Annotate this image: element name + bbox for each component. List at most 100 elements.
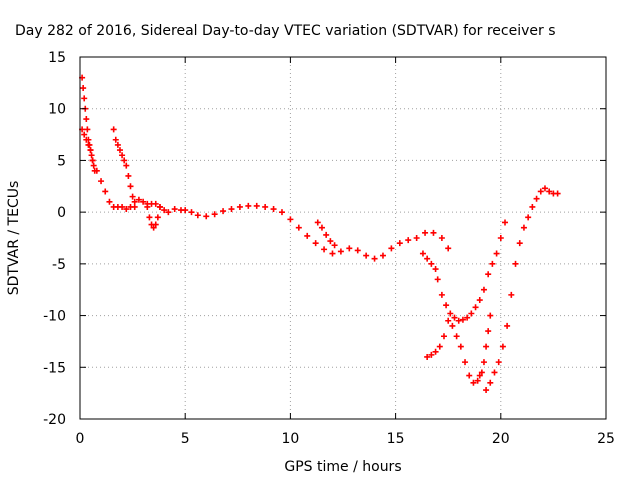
x-axis-label: GPS time / hours bbox=[284, 459, 401, 475]
data-point bbox=[504, 322, 511, 329]
y-tick-label: 0 bbox=[57, 205, 66, 221]
data-point bbox=[220, 208, 227, 215]
data-point bbox=[87, 147, 94, 154]
x-tick-label: 15 bbox=[387, 431, 405, 447]
data-point bbox=[228, 206, 235, 213]
data-point bbox=[321, 246, 328, 253]
data-point bbox=[318, 224, 325, 231]
y-tick-label: -10 bbox=[43, 309, 66, 325]
data-point bbox=[451, 314, 458, 321]
data-point bbox=[314, 219, 321, 226]
data-point bbox=[236, 203, 243, 210]
data-point bbox=[419, 250, 426, 257]
data-point bbox=[123, 206, 130, 213]
data-point bbox=[495, 359, 502, 366]
data-point bbox=[529, 203, 536, 210]
data-point bbox=[98, 178, 105, 185]
data-point bbox=[445, 317, 452, 324]
data-point bbox=[466, 372, 473, 379]
x-tick-label: 25 bbox=[597, 431, 615, 447]
data-point bbox=[81, 131, 88, 138]
data-point bbox=[354, 247, 361, 254]
data-point bbox=[150, 224, 157, 231]
data-point bbox=[144, 203, 151, 210]
data-point bbox=[116, 147, 123, 154]
y-tick-label: 10 bbox=[48, 102, 66, 118]
data-point bbox=[537, 188, 544, 195]
data-point bbox=[363, 252, 370, 259]
data-point bbox=[88, 152, 95, 159]
data-point bbox=[422, 229, 429, 236]
data-point bbox=[83, 116, 90, 123]
data-point bbox=[379, 252, 386, 259]
x-tick-label: 5 bbox=[181, 431, 190, 447]
data-point bbox=[171, 206, 178, 213]
data-point bbox=[445, 245, 452, 252]
data-point bbox=[135, 196, 142, 203]
data-point bbox=[525, 214, 532, 221]
data-point bbox=[413, 235, 420, 241]
data-point bbox=[497, 235, 504, 241]
data-point bbox=[211, 211, 218, 218]
data-point bbox=[106, 198, 113, 205]
data-point bbox=[462, 359, 469, 366]
data-point bbox=[323, 231, 330, 238]
data-point bbox=[146, 214, 153, 221]
y-tick-label: 15 bbox=[48, 50, 66, 66]
grid-lines bbox=[80, 57, 606, 419]
data-point bbox=[478, 369, 485, 376]
data-point bbox=[432, 266, 439, 273]
data-point bbox=[123, 162, 130, 169]
data-point bbox=[194, 212, 201, 219]
data-point bbox=[468, 310, 475, 317]
data-point bbox=[438, 291, 445, 298]
data-point bbox=[493, 250, 500, 257]
data-point bbox=[127, 183, 134, 190]
data-point bbox=[90, 162, 97, 169]
x-tick-label: 0 bbox=[76, 431, 85, 447]
data-point bbox=[512, 260, 519, 267]
data-point bbox=[459, 316, 466, 323]
data-point bbox=[502, 219, 509, 226]
data-point bbox=[453, 333, 460, 340]
data-point bbox=[91, 167, 98, 174]
data-point bbox=[476, 297, 483, 304]
data-point bbox=[438, 235, 445, 241]
x-tick-label: 20 bbox=[492, 431, 510, 447]
data-point bbox=[102, 188, 109, 195]
data-point bbox=[89, 157, 96, 164]
data-point bbox=[485, 271, 492, 278]
data-point bbox=[129, 193, 136, 200]
data-point bbox=[371, 255, 378, 262]
data-point bbox=[119, 203, 126, 210]
data-point bbox=[434, 276, 441, 283]
data-point bbox=[154, 214, 161, 221]
data-point bbox=[554, 190, 561, 197]
data-point bbox=[464, 314, 471, 321]
data-point bbox=[449, 322, 456, 329]
data-point bbox=[131, 203, 138, 210]
data-point bbox=[457, 343, 464, 350]
data-point bbox=[270, 206, 277, 213]
data-point bbox=[295, 224, 302, 231]
y-axis-label: SDTVAR / TECUs bbox=[6, 181, 22, 296]
data-point bbox=[499, 343, 506, 350]
data-point bbox=[110, 126, 117, 133]
data-point bbox=[436, 343, 443, 350]
data-point bbox=[516, 240, 523, 247]
plot-frame bbox=[79, 56, 607, 420]
data-point bbox=[388, 245, 395, 252]
data-point bbox=[131, 198, 138, 205]
data-point bbox=[480, 286, 487, 293]
data-point bbox=[455, 317, 462, 324]
data-point bbox=[476, 372, 483, 379]
data-point bbox=[84, 126, 91, 133]
data-point bbox=[430, 229, 437, 236]
data-point bbox=[424, 255, 431, 262]
data-point bbox=[508, 291, 515, 298]
data-point bbox=[152, 221, 159, 228]
data-point bbox=[114, 141, 121, 148]
data-point bbox=[432, 348, 439, 355]
data-point bbox=[245, 202, 252, 209]
